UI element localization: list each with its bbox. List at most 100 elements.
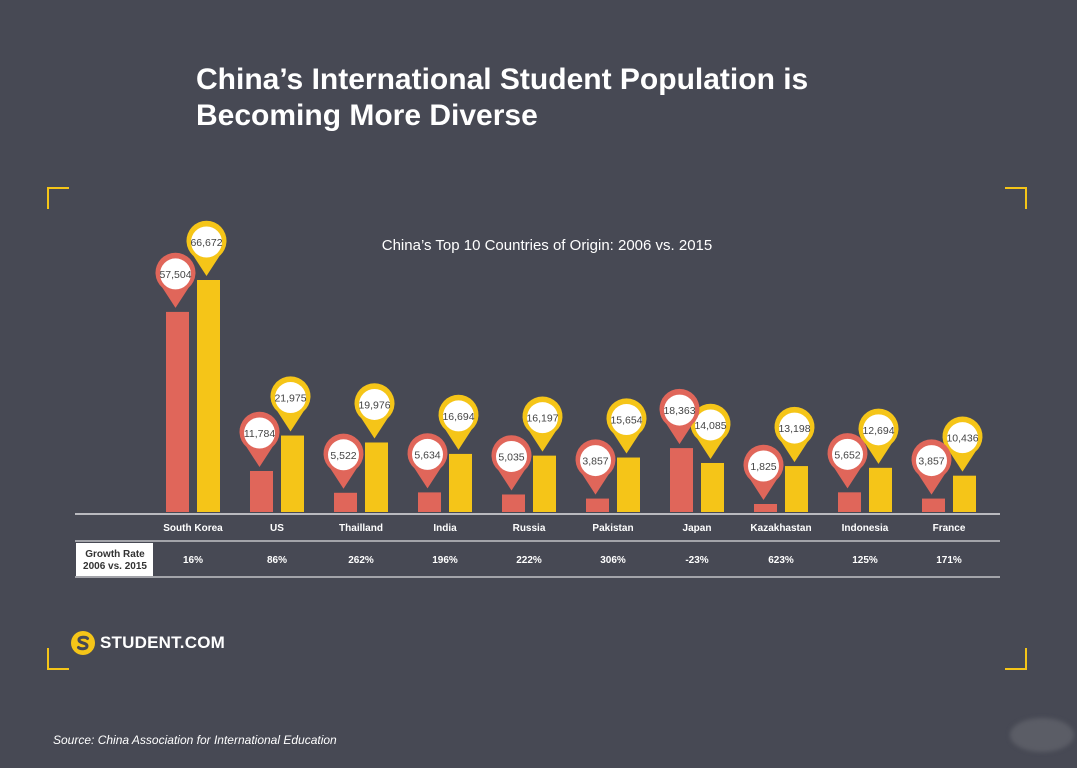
pin-2015-4-label: 16,197 xyxy=(526,413,558,425)
category-label-3: India xyxy=(433,523,457,534)
pin-2015-0-label: 66,672 xyxy=(190,237,222,249)
pin-2006-9: 3,857 xyxy=(911,439,952,495)
corner-smudge xyxy=(1010,718,1074,752)
pin-2015-9-marker-face xyxy=(947,422,978,454)
pin-2015-6-label: 14,085 xyxy=(694,420,726,432)
pin-2006-5-marker-face xyxy=(580,445,611,477)
pin-2015-6: 14,085 xyxy=(690,403,731,459)
pin-2006-4: 5,035 xyxy=(491,435,532,491)
bar-2015-3 xyxy=(449,453,472,512)
pin-2006-2-label: 5,522 xyxy=(330,450,356,462)
bar-2006-8 xyxy=(838,492,861,512)
growth-label-line-1: Growth Rate xyxy=(85,549,145,560)
pin-2015-3: 16,694 xyxy=(438,394,479,450)
growth-rate-8: 125% xyxy=(852,555,878,566)
title-line-2: Becoming More Diverse xyxy=(196,99,538,132)
bar-2006-0 xyxy=(166,311,189,512)
pin-2015-0-marker-face xyxy=(191,226,222,258)
pin-2006-6: 18,363 xyxy=(659,388,700,445)
logo-s-icon xyxy=(71,631,95,655)
chart-subtitle: China’s Top 10 Countries of Origin: 2006… xyxy=(382,237,712,254)
pin-2006-6-marker-face xyxy=(664,394,695,426)
pin-2015-4-marker-face xyxy=(527,402,558,434)
bar-2006-3 xyxy=(418,492,441,512)
bar-2015-0 xyxy=(197,280,220,512)
pin-2006-2: 5,522 xyxy=(323,433,364,489)
pin-2015-7-label: 13,198 xyxy=(778,423,810,435)
bar-2015-4 xyxy=(533,455,556,512)
pin-2006-8-marker-face xyxy=(832,438,863,470)
pin-2006-5-label: 3,857 xyxy=(582,456,608,468)
bar-2006-2 xyxy=(334,492,357,512)
bar-2015-5 xyxy=(617,457,640,512)
pin-2015-2: 19,976 xyxy=(354,383,395,439)
corner-bracket-bottom-right xyxy=(1005,648,1027,670)
pin-2015-2-marker-face xyxy=(359,388,390,420)
pin-2006-7-label: 1,825 xyxy=(750,461,776,473)
category-label-2: Thailland xyxy=(339,523,383,534)
pin-2015-8-marker-face xyxy=(863,414,894,446)
pin-2006-4-label: 5,035 xyxy=(498,451,524,463)
bar-2015-8 xyxy=(869,467,892,512)
pin-2006-7-marker-face xyxy=(748,450,779,482)
bar-2006-4 xyxy=(502,494,525,512)
category-label-1: US xyxy=(270,523,284,534)
pin-2015-9-label: 10,436 xyxy=(946,433,978,445)
pin-2015-3-label: 16,694 xyxy=(442,411,474,423)
source-note: Source: China Association for Internatio… xyxy=(53,733,337,747)
category-label-0: South Korea xyxy=(163,523,223,534)
pin-2015-2-label: 19,976 xyxy=(358,399,390,411)
pin-2015-7-marker-face xyxy=(779,412,810,444)
pin-2006-3: 5,634 xyxy=(407,433,448,489)
growth-rate-2: 262% xyxy=(348,555,374,566)
growth-rate-4: 222% xyxy=(516,555,542,566)
category-label-5: Pakistan xyxy=(592,523,633,534)
pin-2015-4: 16,197 xyxy=(522,396,563,452)
pin-2015-1-marker-face xyxy=(275,382,306,414)
pin-2006-5: 3,857 xyxy=(575,439,616,495)
growth-rate-9: 171% xyxy=(936,555,962,566)
pin-2006-3-label: 5,634 xyxy=(414,449,440,461)
bar-2015-9 xyxy=(953,475,976,512)
bar-2006-1 xyxy=(250,470,273,512)
bar-2015-1 xyxy=(281,435,304,512)
student-com-logo: STUDENT.COM xyxy=(70,630,225,656)
bar-2015-2 xyxy=(365,442,388,512)
growth-label-line-2: 2006 vs. 2015 xyxy=(83,561,147,572)
pin-2015-7: 13,198 xyxy=(774,406,815,463)
pin-2015-5-marker-face xyxy=(611,404,642,436)
pin-2006-6-label: 18,363 xyxy=(663,405,695,417)
logo-text: STUDENT.COM xyxy=(100,633,225,652)
bar-2006-5 xyxy=(586,498,609,512)
corner-bracket-bottom-left xyxy=(47,648,69,670)
pin-2006-8-label: 5,652 xyxy=(834,449,860,461)
pin-2006-0: 57,504 xyxy=(155,252,196,308)
pin-2006-8: 5,652 xyxy=(827,433,868,489)
pin-2006-3-marker-face xyxy=(412,438,443,470)
pin-2015-1-label: 21,975 xyxy=(274,393,306,405)
category-label-6: Japan xyxy=(683,523,712,534)
pin-2006-2-marker-face xyxy=(328,439,359,471)
pin-2006-4-marker-face xyxy=(496,440,527,472)
corner-bracket-top-right xyxy=(1005,187,1027,209)
growth-rate-6: -23% xyxy=(685,555,708,566)
corner-bracket-top-left xyxy=(47,187,69,209)
pin-2015-3-marker-face xyxy=(443,400,474,432)
bar-2006-6 xyxy=(670,448,693,512)
pin-2006-0-label: 57,504 xyxy=(159,269,191,281)
category-label-7: Kazakhastan xyxy=(750,523,811,534)
bar-2006-7 xyxy=(754,504,777,512)
pin-2015-6-marker-face xyxy=(695,409,726,441)
pin-2006-9-label: 3,857 xyxy=(918,456,944,468)
growth-rate-0: 16% xyxy=(183,555,203,566)
pin-2006-1-marker-face xyxy=(244,417,275,449)
category-label-8: Indonesia xyxy=(842,523,889,534)
chart-title: China’s International Student Population… xyxy=(196,62,956,134)
growth-rate-7: 623% xyxy=(768,555,794,566)
bar-2006-9 xyxy=(922,498,945,512)
pin-2015-8: 12,694 xyxy=(858,408,899,464)
pin-2015-5: 15,654 xyxy=(606,398,647,454)
growth-rate-1: 86% xyxy=(267,555,287,566)
pin-2006-1: 11,784 xyxy=(239,411,280,467)
